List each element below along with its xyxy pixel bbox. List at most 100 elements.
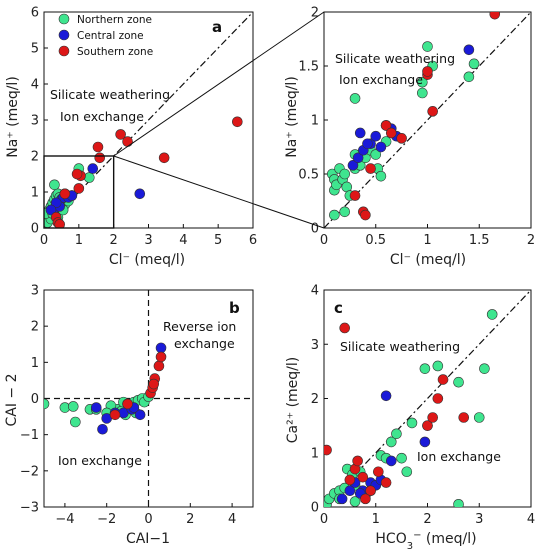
panel-a-annotation-ion-exchange: Ion exchange [60, 109, 144, 124]
panel-c-point-northern [396, 452, 407, 464]
inset-annotation-silicate: Silicate weathering [335, 51, 455, 66]
panel-a-xtick-label: 1 [75, 233, 83, 248]
panel-b-point-northern [44, 398, 50, 410]
panel-c-point-southern [357, 471, 369, 483]
panel-inset-point-southern [365, 163, 376, 174]
panel-c-ytick-label: 0 [311, 501, 319, 516]
panel-a-point-southern [54, 219, 65, 228]
panel-b-label: b [229, 299, 240, 317]
panel-c-annotation-silicate: Silicate weathering [340, 339, 460, 354]
panel-inset-point-northern [375, 170, 387, 182]
panel-c-xtick-label: 1 [372, 512, 380, 527]
panel-inset-point-northern [417, 87, 428, 99]
panel-c-point-southern [352, 455, 363, 467]
panel-inset-xtick-label: 0 [320, 233, 328, 248]
panel-c-annotation-ion-exchange: Ion exchange [417, 449, 501, 464]
inset-annotation-ion-exchange: Ion exchange [339, 72, 423, 87]
panel-a-ytick-label: 1 [31, 186, 39, 201]
panel-b-ytick-label: 0 [31, 392, 39, 407]
panel-b-ylabel: CAI − 2 [4, 373, 20, 426]
panel-inset-point-southern [427, 106, 438, 117]
panel-inset-xtick-label: 1.5 [469, 233, 490, 248]
panel-inset-point-northern [339, 206, 351, 218]
panel-a-xtick-label: 4 [179, 233, 187, 248]
zoom-box [43, 155, 115, 229]
panel-inset-ytick-label: 0.5 [298, 168, 319, 183]
panel-b-point-central [155, 342, 167, 354]
inset-ylabel: Na⁺ (meq/l) [284, 76, 300, 158]
panel-a-point-southern [115, 129, 126, 140]
panel-c-xtick-label: 0 [320, 512, 328, 527]
panel-a-ytick-label: 2 [31, 150, 39, 165]
panel-c-point-northern [453, 376, 464, 388]
panel-c-point-northern [349, 496, 361, 507]
panel-b-point-southern [122, 398, 133, 410]
panel-a-xlabel: Cl⁻ (meq/l) [109, 252, 185, 268]
panel-inset-point-southern [422, 66, 433, 77]
panel-a-ylabel: Na⁺ (meq/l) [5, 76, 21, 158]
panel-b-annotation-reverse-line1: Reverse ion [163, 319, 236, 334]
panel-c-point-southern [324, 444, 332, 456]
legend-marker-central [58, 29, 70, 41]
panel-c-point-northern [453, 498, 464, 507]
panel-c-points [324, 309, 498, 507]
panel-inset-point-northern [370, 149, 382, 160]
panel-inset-point-southern [380, 120, 392, 131]
panel-b-annotation-reverse-line2: exchange [174, 336, 235, 351]
panel-c-xtick-label: 3 [475, 512, 483, 527]
panel-inset-point-northern [329, 209, 340, 221]
zoom-connector-bottom [113, 155, 325, 229]
legend-marker-southern [58, 45, 70, 57]
panel-c-label: c [334, 299, 343, 317]
panel-c-point-northern [391, 428, 402, 440]
panel-b-ytick-label: −3 [20, 501, 39, 516]
panel-c-point-northern [432, 360, 444, 372]
panel-a-point-southern [94, 152, 106, 164]
panel-b-ytick-label: 1 [31, 356, 39, 371]
panel-b-annotation-ion-exchange: Ion exchange [58, 453, 142, 468]
panel-a-xtick-label: 5 [214, 233, 222, 248]
panel-b-point-central [97, 423, 108, 435]
panel-inset-point-southern [396, 133, 407, 144]
panel-c-ytick-label: 3 [311, 338, 319, 353]
panel-b-xtick-label: −2 [97, 512, 116, 527]
panel-a-points [44, 116, 243, 228]
panel-b-point-southern [155, 351, 167, 363]
panel-a-point-southern [73, 183, 85, 194]
panel-c-point-southern [427, 412, 438, 423]
panel-inset-point-central [347, 160, 359, 171]
panel-inset-point-central [354, 127, 366, 139]
zoom-connector-top [113, 11, 325, 157]
panel-c-point-southern [432, 393, 444, 404]
panel-a-point-central [45, 204, 57, 216]
panel-inset-point-central [463, 44, 475, 56]
panel-a-xtick-label: 2 [110, 233, 118, 248]
panel-a-ytick-label: 6 [31, 6, 39, 21]
panel-b-ytick-label: −1 [20, 428, 39, 443]
legend-marker-northern [58, 13, 70, 25]
panel-b: −4 −2 0 2 4 −3 −2 −1 0 1 2 3 [20, 284, 254, 527]
panel-inset-point-northern [422, 41, 433, 52]
panel-b-point-southern [109, 409, 121, 421]
panel-a-point-southern [122, 136, 133, 147]
panel-c-point-southern [344, 474, 356, 486]
panel-a-point-central [87, 163, 99, 174]
panel-a-point-central [134, 188, 146, 200]
panel-inset-ytick-label: 2 [311, 6, 319, 21]
panel-c-ylabel: Ca²⁺ (meq/l) [285, 357, 301, 443]
panel-a-xtick-label: 6 [249, 233, 257, 248]
panel-inset: 0 0.5 1 1.5 2 0 0.5 1 1.5 2 [298, 6, 535, 249]
panel-c-point-central [344, 485, 356, 497]
panel-a-xtick-label: 3 [144, 233, 152, 248]
panel-c-point-southern [365, 485, 376, 497]
panel-a-point-southern [232, 116, 243, 128]
panel-a-point-southern [59, 188, 71, 200]
panel-a-point-northern [49, 179, 60, 191]
panel-c-point-northern [385, 436, 397, 448]
panel-c-point-southern [458, 412, 470, 423]
panel-inset-point-central [375, 141, 387, 153]
panel-inset-point-northern [468, 58, 480, 70]
panel-inset-point-central [370, 130, 382, 142]
panel-inset-points [326, 12, 501, 221]
panel-a-point-southern [158, 152, 170, 164]
